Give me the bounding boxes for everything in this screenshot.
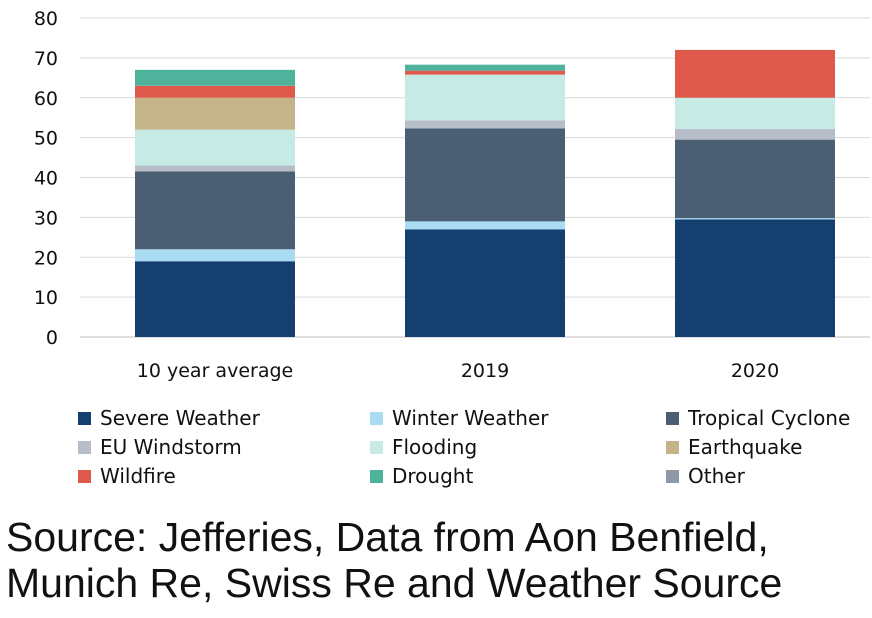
legend-item: Wildfire (78, 461, 176, 491)
legend-label: EU Windstorm (100, 435, 242, 459)
bar-segment (675, 128, 835, 140)
x-axis: 10 year average 2019 2020 (137, 360, 779, 382)
bar-segment (405, 229, 565, 337)
legend-item: Winter Weather (370, 403, 549, 433)
bar-segment (405, 74, 565, 121)
bar-segment (675, 218, 835, 220)
legend-item: Earthquake (666, 432, 802, 462)
legend-item: Severe Weather (78, 403, 260, 433)
legend-item: EU Windstorm (78, 432, 242, 462)
bar-segment (135, 261, 295, 337)
y-tick-label: 80 (34, 8, 58, 30)
legend-swatch (370, 411, 383, 425)
legend-swatch (666, 469, 679, 483)
bar-segment (405, 120, 565, 129)
bar-segment (675, 139, 835, 219)
x-tick-label: 2019 (461, 360, 509, 382)
bar-segment (675, 97, 835, 129)
y-tick-label: 70 (34, 48, 58, 70)
legend: Severe Weather Winter Weather Tropical Cyc… (0, 400, 872, 496)
bar-segment (405, 70, 565, 75)
legend-label: Winter Weather (392, 406, 549, 430)
x-tick-label: 10 year average (137, 360, 293, 382)
legend-swatch (666, 440, 679, 454)
legend-swatch (370, 440, 383, 454)
legend-swatch (666, 411, 679, 425)
legend-item: Other (666, 461, 745, 491)
source-note: Source: Jefferies, Data from Aon Benfiel… (6, 514, 783, 606)
y-tick-label: 20 (34, 247, 58, 269)
y-axis: 0 10 20 30 40 50 60 70 80 (34, 8, 58, 349)
legend-swatch (78, 411, 91, 425)
y-tick-label: 30 (34, 207, 58, 229)
stacked-bar-chart: 0 10 20 30 40 50 60 70 80 10 year average 2019 202… (34, 8, 870, 382)
bar-segment (675, 219, 835, 337)
legend-item: Drought (370, 461, 473, 491)
legend-label: Earthquake (688, 435, 803, 459)
y-tick-label: 50 (34, 128, 58, 150)
legend-swatch (78, 469, 91, 483)
legend-label: Tropical Cyclone (688, 406, 851, 430)
y-tick-label: 10 (34, 287, 58, 309)
legend-label: Severe Weather (100, 406, 260, 430)
bar-segment (135, 249, 295, 262)
x-tick-label: 2020 (731, 360, 779, 382)
bar-segment (135, 85, 295, 98)
bar-segment (135, 69, 295, 86)
legend-label: Other (688, 464, 745, 488)
bar-segment (135, 129, 295, 166)
bar-segments (135, 49, 835, 337)
legend-label: Wildfire (100, 464, 176, 488)
bar-segment (405, 64, 565, 71)
legend-item: Tropical Cyclone (666, 403, 850, 433)
bar-segment (135, 165, 295, 172)
legend-label: Flooding (392, 435, 478, 459)
bar-segment (135, 171, 295, 250)
y-tick-label: 60 (34, 88, 58, 110)
y-tick-label: 0 (46, 327, 58, 349)
legend-item: Flooding (370, 432, 477, 462)
legend-label: Drought (392, 464, 474, 488)
legend-swatch (370, 469, 383, 483)
bar-segment (135, 97, 295, 130)
legend-swatch (78, 440, 91, 454)
y-tick-label: 40 (34, 168, 58, 190)
bar-segment (675, 49, 835, 98)
bar-segment (405, 128, 565, 222)
bar-segment (405, 221, 565, 230)
